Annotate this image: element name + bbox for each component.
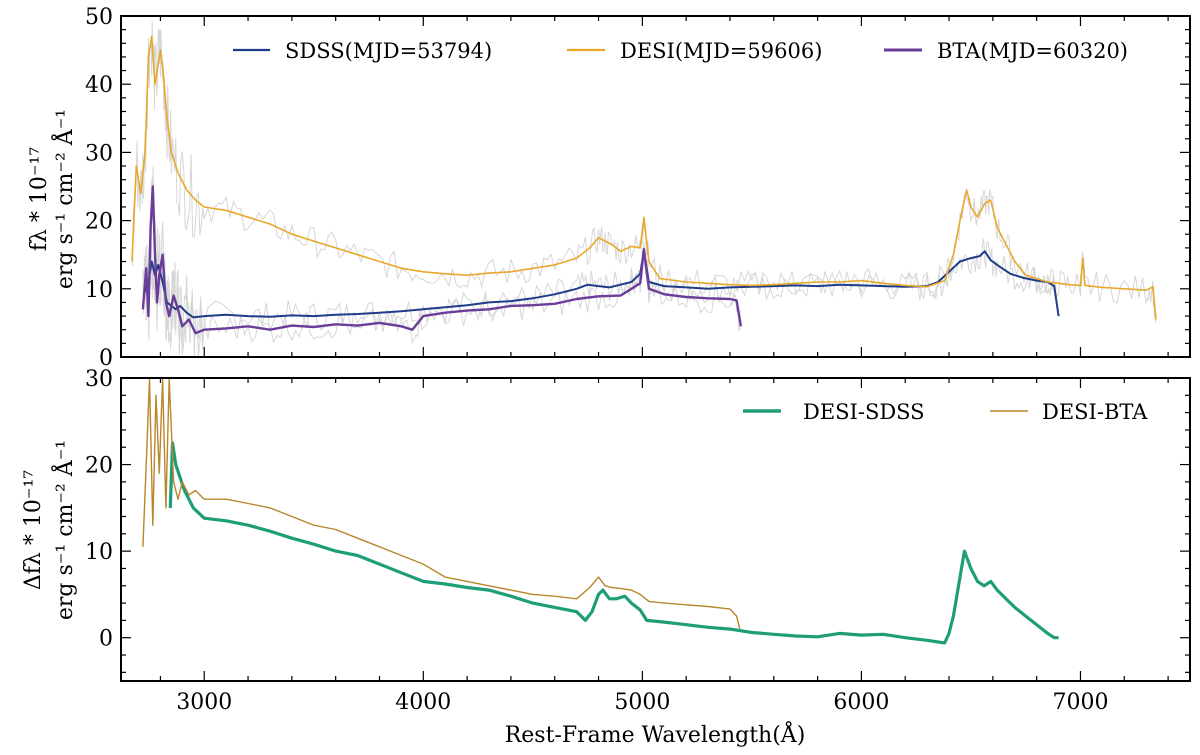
top-panel-frame <box>120 15 1191 358</box>
legend-label-desi: DESI(MJD=59606) <box>620 39 822 63</box>
y-tick-label: 30 <box>85 141 113 166</box>
top-ylabel-line1: fλ * 10⁻¹⁷ <box>27 147 52 251</box>
series-line-desi-bta <box>142 378 741 630</box>
series-line-sdss-mjd-53794 <box>144 250 1060 319</box>
y-tick-label: 50 <box>85 5 113 30</box>
bottom-ylabel-line1: Δfλ * 10⁻¹⁷ <box>21 470 46 590</box>
x-tick-label: 4000 <box>395 690 451 715</box>
bottom-ylabel-line2: erg s⁻¹ cm⁻² Å⁻¹ <box>50 440 78 620</box>
legend-label-desi-bta: DESI-BTA <box>1042 400 1148 424</box>
bottom-panel-series-group <box>142 378 1059 645</box>
y-tick-label: 40 <box>85 73 113 98</box>
top-panel-ticks: 0 10 20 30 40 50 <box>85 5 1190 371</box>
top-ylabel-line2: erg s⁻¹ cm⁻² Å⁻¹ <box>50 109 78 289</box>
bottom-panel-ticks: 3000 4000 5000 6000 7000 0 10 20 30 <box>85 367 1190 715</box>
top-panel-grey-noise-band <box>131 20 1156 357</box>
y-tick-label: 30 <box>85 367 113 392</box>
y-tick-label: 20 <box>85 210 113 235</box>
y-tick-label: 0 <box>99 627 113 652</box>
noise-trace <box>131 20 1156 323</box>
y-tick-label: 20 <box>85 454 113 479</box>
y-tick-label: 10 <box>85 540 113 565</box>
x-tick-label: 7000 <box>1052 690 1108 715</box>
top-panel-series-group <box>131 35 1157 335</box>
bottom-legend: DESI-SDSS DESI-BTA <box>743 400 1148 424</box>
y-tick-label: 0 <box>99 346 113 371</box>
legend-label-bta: BTA(MJD=60320) <box>937 39 1128 63</box>
y-tick-label: 10 <box>85 278 113 303</box>
legend-label-desi-sdss: DESI-SDSS <box>803 400 925 424</box>
legend-label-sdss: SDSS(MJD=53794) <box>285 39 492 63</box>
x-tick-label: 3000 <box>176 690 232 715</box>
bottom-panel-frame <box>120 377 1191 682</box>
x-tick-label: 6000 <box>833 690 889 715</box>
x-axis-title: Rest-Frame Wavelength(Å) <box>505 720 806 748</box>
series-line-desi-sdss <box>168 441 1059 645</box>
top-legend: SDSS(MJD=53794) DESI(MJD=59606) BTA(MJD=… <box>233 39 1128 63</box>
x-tick-label: 5000 <box>614 690 670 715</box>
series-line-bta-mjd-60320 <box>141 185 743 335</box>
series-line-desi-mjd-59606 <box>131 35 1157 320</box>
